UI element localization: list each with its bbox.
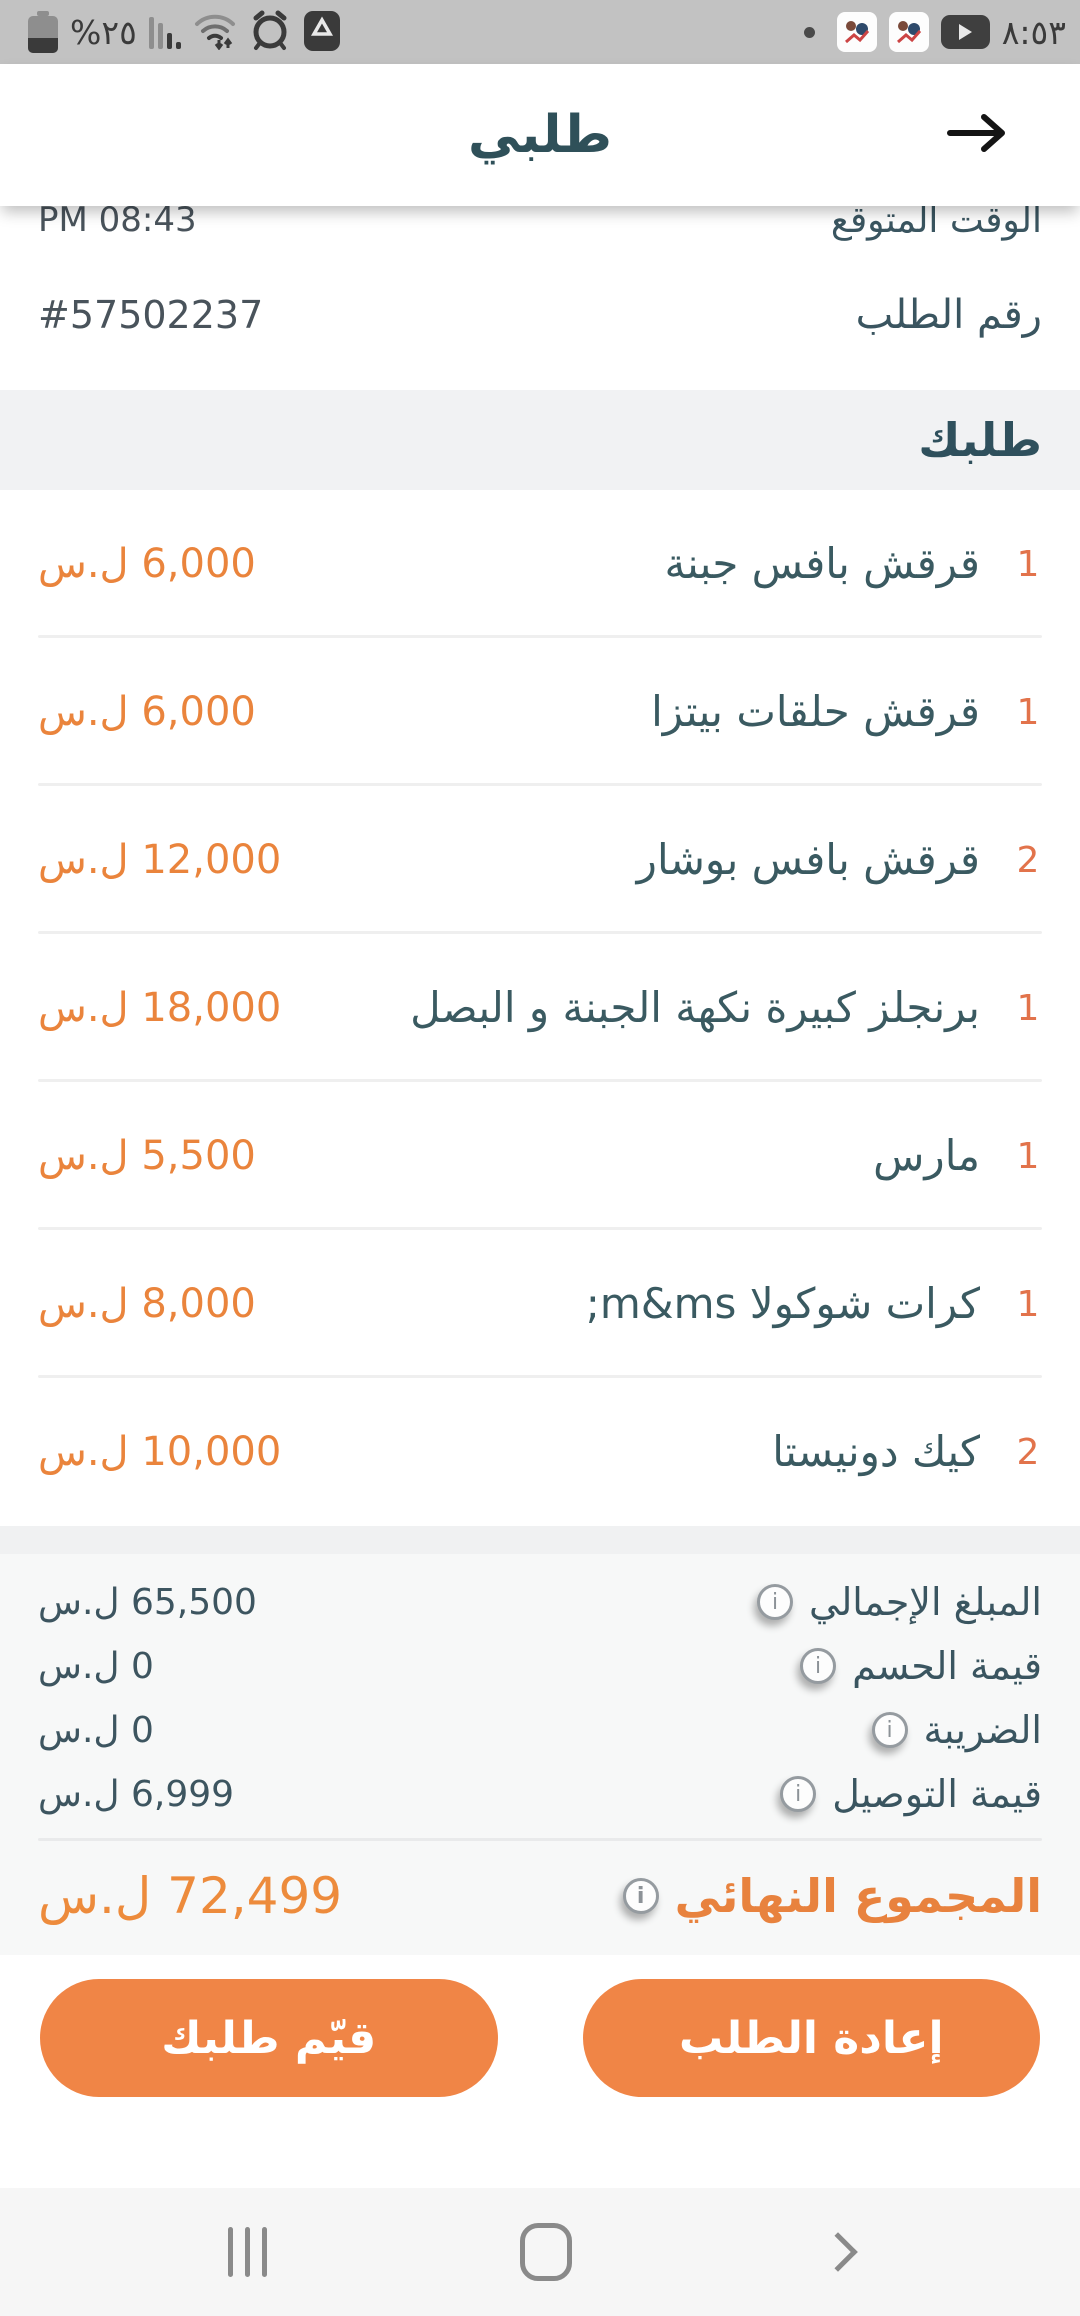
item-quantity: 1 [1016,987,1040,1029]
expected-time-label: الوقت المتوقع [830,199,1042,241]
rate-order-button[interactable]: قيّم طلبك [40,1979,498,2097]
notification-thumbnail-icon [888,12,929,52]
notification-dot-icon [803,26,815,38]
alarm-icon [249,9,291,55]
order-details: الوقت المتوقع PM 08:43 رقم الطلب #575022… [0,192,1080,2097]
summary-row-delivery: قيمة التوصيل i 6,999 ل.س [38,1762,1042,1826]
order-number-value: #57502237 [38,293,264,337]
item-price: 12,000 ل.س [38,837,282,883]
action-buttons: إعادة الطلب قيّم طلبك [0,1979,1080,2097]
subtotal-value: 65,500 ل.س [38,1581,257,1623]
item-name: كيك دونيستا [772,1426,980,1476]
summary-row-discount: قيمة الحسم i 0 ل.س [38,1634,1042,1698]
notification-thumbnail-icon [836,12,877,52]
expected-time-row: الوقت المتوقع PM 08:43 [0,192,1080,248]
nav-back-icon[interactable] [818,2232,858,2272]
item-price: 6,000 ل.س [38,541,256,587]
status-time: ٨:٥٣ [1001,12,1066,52]
app-header: طلبي [0,64,1080,206]
item-name: مارس [873,1130,980,1180]
order-item: 2 كيك دونيستا 10,000 ل.س [0,1378,1080,1526]
order-number-row: رقم الطلب #57502237 [0,282,1080,348]
summary-row-tax: الضريبة i 0 ل.س [38,1698,1042,1762]
order-item: 1 كرات شوكولا m&ms; 8,000 ل.س [0,1230,1080,1378]
final-total-row: المجموع النهائي i 72,499 ل.س [38,1841,1042,1955]
info-icon[interactable]: i [622,1878,659,1914]
tax-label: الضريبة [923,1708,1042,1752]
page-title: طلبي [467,105,613,165]
order-item: 2 قرقش بافس بوشار 12,000 ل.س [0,786,1080,934]
order-number-label: رقم الطلب [855,292,1042,338]
discount-label: قيمة الحسم [852,1644,1042,1688]
item-quantity: 1 [1016,1283,1040,1325]
item-quantity: 1 [1016,543,1040,585]
order-summary: المبلغ الإجمالي i 65,500 ل.س قيمة الحسم … [0,1554,1080,1955]
info-icon[interactable]: i [871,1712,908,1748]
app-notification-icon [303,8,341,56]
info-icon[interactable]: i [800,1648,837,1684]
item-name: قرقش حلقات بيتزا [651,686,980,736]
delivery-fee-label: قيمة التوصيل [832,1772,1042,1816]
status-right-group: ٨:٥٣ [803,12,1066,52]
system-navigation-bar [0,2188,1080,2316]
item-quantity: 1 [1016,691,1040,733]
your-order-section-header: طلبك [0,390,1080,490]
item-quantity: 2 [1016,839,1040,881]
delivery-fee-value: 6,999 ل.س [38,1773,235,1815]
your-order-title: طلبك [918,413,1042,467]
item-price: 6,000 ل.س [38,689,256,735]
item-quantity: 2 [1016,1431,1040,1473]
item-quantity: 1 [1016,1135,1040,1177]
battery-percent: %٢٥ [70,12,137,52]
status-bar: %٢٥ [0,0,1080,64]
tax-value: 0 ل.س [38,1709,154,1751]
recents-icon[interactable] [228,2227,267,2277]
subtotal-label: المبلغ الإجمالي [809,1580,1042,1624]
item-name: برنجلز كبيرة نكهة الجبنة و البصل [410,982,980,1032]
item-price: 5,500 ل.س [38,1133,256,1179]
item-name: كرات شوكولا m&ms; [585,1278,980,1328]
item-price: 8,000 ل.س [38,1281,256,1327]
youtube-icon [940,15,990,49]
order-item: 1 مارس 5,500 ل.س [0,1082,1080,1230]
info-icon[interactable]: i [780,1776,817,1812]
item-name: قرقش بافس بوشار [636,834,980,884]
item-name: قرقش بافس جبنة [664,538,980,588]
item-price: 10,000 ل.س [38,1429,282,1475]
item-price: 18,000 ل.س [38,985,282,1031]
info-icon[interactable]: i [757,1584,794,1620]
summary-row-subtotal: المبلغ الإجمالي i 65,500 ل.س [38,1570,1042,1634]
wifi-icon [193,10,237,54]
home-icon[interactable] [519,2223,572,2281]
section-divider-band [0,1526,1080,1554]
order-item: 1 برنجلز كبيرة نكهة الجبنة و البصل 18,00… [0,934,1080,1082]
order-item: 1 قرقش حلقات بيتزا 6,000 ل.س [0,638,1080,786]
signal-icon [148,15,181,49]
expected-time-value: PM 08:43 [38,200,197,240]
status-left-group: %٢٥ [28,8,341,56]
final-total-value: 72,499 ل.س [38,1867,343,1925]
order-items-list: 1 قرقش بافس جبنة 6,000 ل.س 1 قرقش حلقات … [0,490,1080,1526]
battery-icon [28,11,58,53]
reorder-button[interactable]: إعادة الطلب [582,1979,1040,2097]
total-divider [38,1838,1042,1841]
back-arrow-icon[interactable] [944,109,1010,161]
final-total-label: المجموع النهائي [674,1869,1042,1923]
discount-value: 0 ل.س [38,1645,154,1687]
order-item: 1 قرقش بافس جبنة 6,000 ل.س [0,490,1080,638]
